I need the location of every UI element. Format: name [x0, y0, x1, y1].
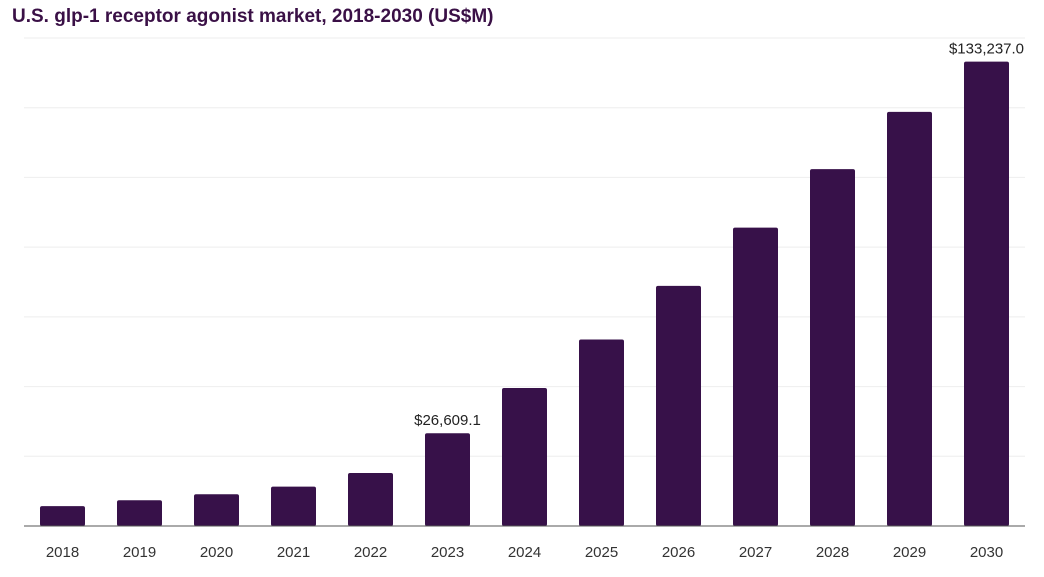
bar-2027[interactable]: [733, 227, 778, 526]
bar-2030[interactable]: [964, 61, 1009, 527]
bar-2020[interactable]: [194, 494, 239, 526]
data-labels: $26,609.1 $133,237.0: [414, 41, 1024, 430]
bar-2019[interactable]: [117, 500, 162, 526]
bars: [40, 61, 1009, 527]
x-tick-label-2023: 2023: [431, 544, 464, 561]
x-tick-label-2029: 2029: [893, 544, 926, 561]
data-label-2023: $26,609.1: [414, 412, 481, 429]
x-tick-label-2026: 2026: [662, 544, 695, 561]
x-tick-label-2027: 2027: [739, 544, 772, 561]
x-tick-label-2025: 2025: [585, 544, 618, 561]
x-tick-label-2022: 2022: [354, 544, 387, 561]
bar-2024[interactable]: [502, 387, 547, 526]
bar-2028[interactable]: [810, 169, 855, 526]
bar-2029[interactable]: [887, 111, 932, 526]
x-tick-label-2019: 2019: [123, 544, 156, 561]
x-tick-label-2028: 2028: [816, 544, 849, 561]
bar-2022[interactable]: [348, 473, 393, 526]
x-tick-label-2030: 2030: [970, 544, 1003, 561]
bar-2023[interactable]: [425, 433, 470, 526]
data-label-2030: $133,237.0: [949, 41, 1024, 58]
x-tick-label-2018: 2018: [46, 544, 79, 561]
bar-2018[interactable]: [40, 506, 85, 526]
chart-title: U.S. glp-1 receptor agonist market, 2018…: [12, 6, 494, 27]
bar-2021[interactable]: [271, 486, 316, 526]
x-tick-label-2020: 2020: [200, 544, 233, 561]
bar-2026[interactable]: [656, 285, 701, 526]
x-tick-label-2021: 2021: [277, 544, 310, 561]
bar-2025[interactable]: [579, 339, 624, 526]
x-tick-labels: 2018 2019 2020 2021 2022 2023 2024 2025 2026 2027…: [46, 544, 1003, 561]
x-tick-label-2024: 2024: [508, 544, 541, 561]
